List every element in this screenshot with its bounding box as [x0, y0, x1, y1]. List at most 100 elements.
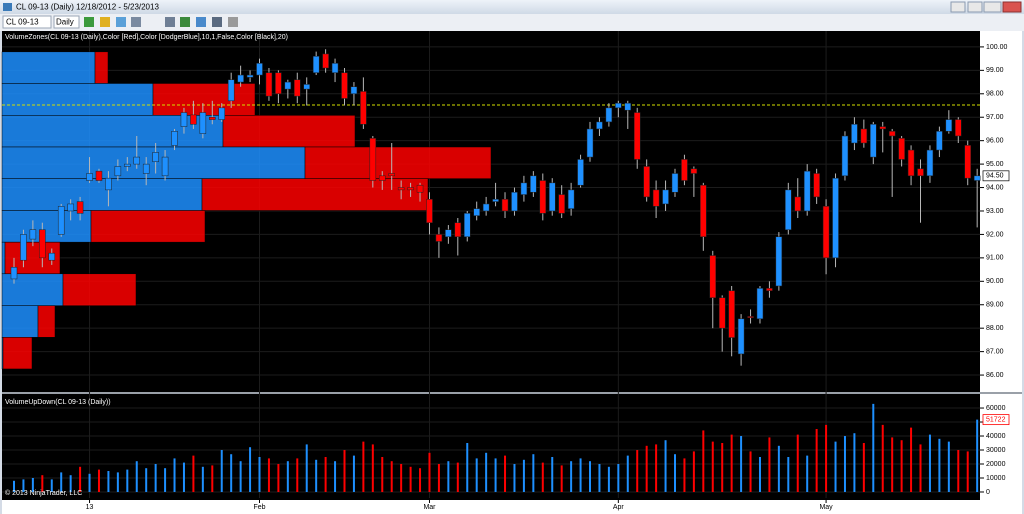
properties-button[interactable] — [165, 17, 175, 27]
symbol-text: CL 09-13 — [6, 18, 39, 27]
candle-body — [312, 56, 320, 73]
candle-body — [822, 206, 830, 259]
candle-body — [105, 177, 112, 191]
candle-body — [700, 184, 707, 238]
y-tick-label: 99.00 — [986, 67, 1004, 74]
candle-body — [832, 177, 839, 259]
candle-body — [520, 182, 528, 195]
snapshot-button[interactable] — [228, 17, 238, 27]
y-tick-label: 0 — [986, 489, 990, 496]
close-button[interactable] — [1002, 1, 1022, 13]
zone-up — [1, 241, 6, 275]
candle-body — [416, 184, 424, 193]
maximize-button[interactable] — [983, 1, 1002, 13]
y-tick-label: 10000 — [986, 475, 1006, 482]
candle-body — [501, 199, 509, 212]
candle-body — [180, 112, 188, 127]
last-volume-label: 51722 — [986, 416, 1006, 423]
candle-body — [756, 288, 764, 320]
toolbar: CL 09-13 Daily — [0, 14, 1024, 31]
candle-body — [643, 166, 650, 198]
toolbar-bg — [0, 14, 1024, 31]
candle-body — [209, 116, 216, 120]
zone-down — [201, 178, 429, 211]
price-panel-label: VolumeZones(CL 09-13 (Daily),Color [Red]… — [5, 34, 288, 41]
symbol-selector[interactable] — [2, 15, 52, 29]
candle-body — [86, 173, 93, 181]
y-tick-label: 60000 — [986, 405, 1006, 412]
x-tick-label: Feb — [253, 504, 265, 511]
bar-type-button[interactable] — [84, 17, 94, 27]
candle-body — [482, 203, 490, 212]
candle-body — [114, 166, 122, 177]
indicators-button[interactable] — [180, 17, 190, 27]
interval-selector[interactable] — [53, 15, 80, 29]
candle-body — [256, 63, 263, 76]
candle-body — [936, 131, 943, 151]
candle-body — [709, 255, 717, 298]
candle-body — [548, 182, 556, 212]
y-tick-label: 86.00 — [986, 372, 1004, 379]
title-bar-bg — [0, 0, 1024, 14]
candle-body — [124, 163, 131, 167]
zone-up — [1, 146, 306, 179]
y-tick-label: 20000 — [986, 461, 1006, 468]
window-title: CL 09-13 (Daily) 12/18/2012 - 5/23/2013 — [16, 3, 159, 12]
candle-body — [747, 316, 754, 318]
zone-down — [2, 337, 33, 370]
zone-up — [1, 83, 154, 116]
candle-body — [775, 236, 783, 287]
x-tick-label: May — [819, 504, 833, 511]
candle-body — [718, 297, 726, 329]
candle-body — [567, 189, 575, 209]
y-tick-label: 89.00 — [986, 302, 1004, 309]
candle-body — [785, 189, 792, 230]
y-tick-label: 40000 — [986, 433, 1006, 440]
candle-body — [907, 149, 915, 177]
candle-body — [492, 199, 499, 202]
candle-body — [652, 189, 660, 207]
title-bar: CL 09-13 (Daily) 12/18/2012 - 5/23/2013 — [0, 0, 1024, 14]
candle-body — [95, 170, 103, 181]
draw-tool-button[interactable] — [100, 17, 110, 27]
candle-body — [530, 175, 537, 193]
templates-button[interactable] — [212, 17, 222, 27]
candle-body — [246, 74, 254, 78]
interval-text: Daily — [56, 18, 74, 27]
zone-up — [1, 210, 92, 243]
candle-body — [464, 213, 471, 238]
candle-body — [29, 229, 37, 240]
zone-up — [1, 178, 203, 211]
candle-body — [57, 206, 65, 235]
link-button[interactable] — [950, 1, 966, 13]
x-tick-label: Apr — [613, 504, 625, 511]
candle-body — [350, 86, 358, 95]
candle-body — [397, 187, 405, 191]
candle-body — [728, 290, 735, 338]
candle-body — [841, 135, 849, 177]
crosshair-button[interactable] — [116, 17, 126, 27]
last-price-box — [982, 170, 1010, 182]
y-tick-label: 91.00 — [986, 255, 1004, 262]
value-axis-area — [980, 31, 1022, 500]
zone-up — [1, 51, 96, 84]
y-tick-label: 93.00 — [986, 208, 1004, 215]
zone-down — [37, 305, 56, 338]
candle-body — [860, 128, 868, 144]
y-tick-label: 88.00 — [986, 325, 1004, 332]
candle-body — [303, 84, 310, 90]
zoom-button[interactable] — [131, 17, 141, 27]
candle-body — [964, 145, 971, 179]
candle-body — [577, 159, 584, 186]
last-volume-box — [982, 414, 1010, 426]
y-tick-label: 94.00 — [986, 184, 1004, 191]
minimize-button[interactable] — [967, 1, 983, 13]
strategies-button[interactable] — [196, 17, 206, 27]
candle-body — [624, 102, 632, 111]
y-tick-label: 100.00 — [986, 44, 1008, 51]
candle-body — [190, 114, 197, 125]
y-tick-label: 87.00 — [986, 348, 1004, 355]
candle-body — [633, 112, 641, 160]
candle-body — [275, 72, 282, 95]
candle-body — [161, 156, 169, 177]
